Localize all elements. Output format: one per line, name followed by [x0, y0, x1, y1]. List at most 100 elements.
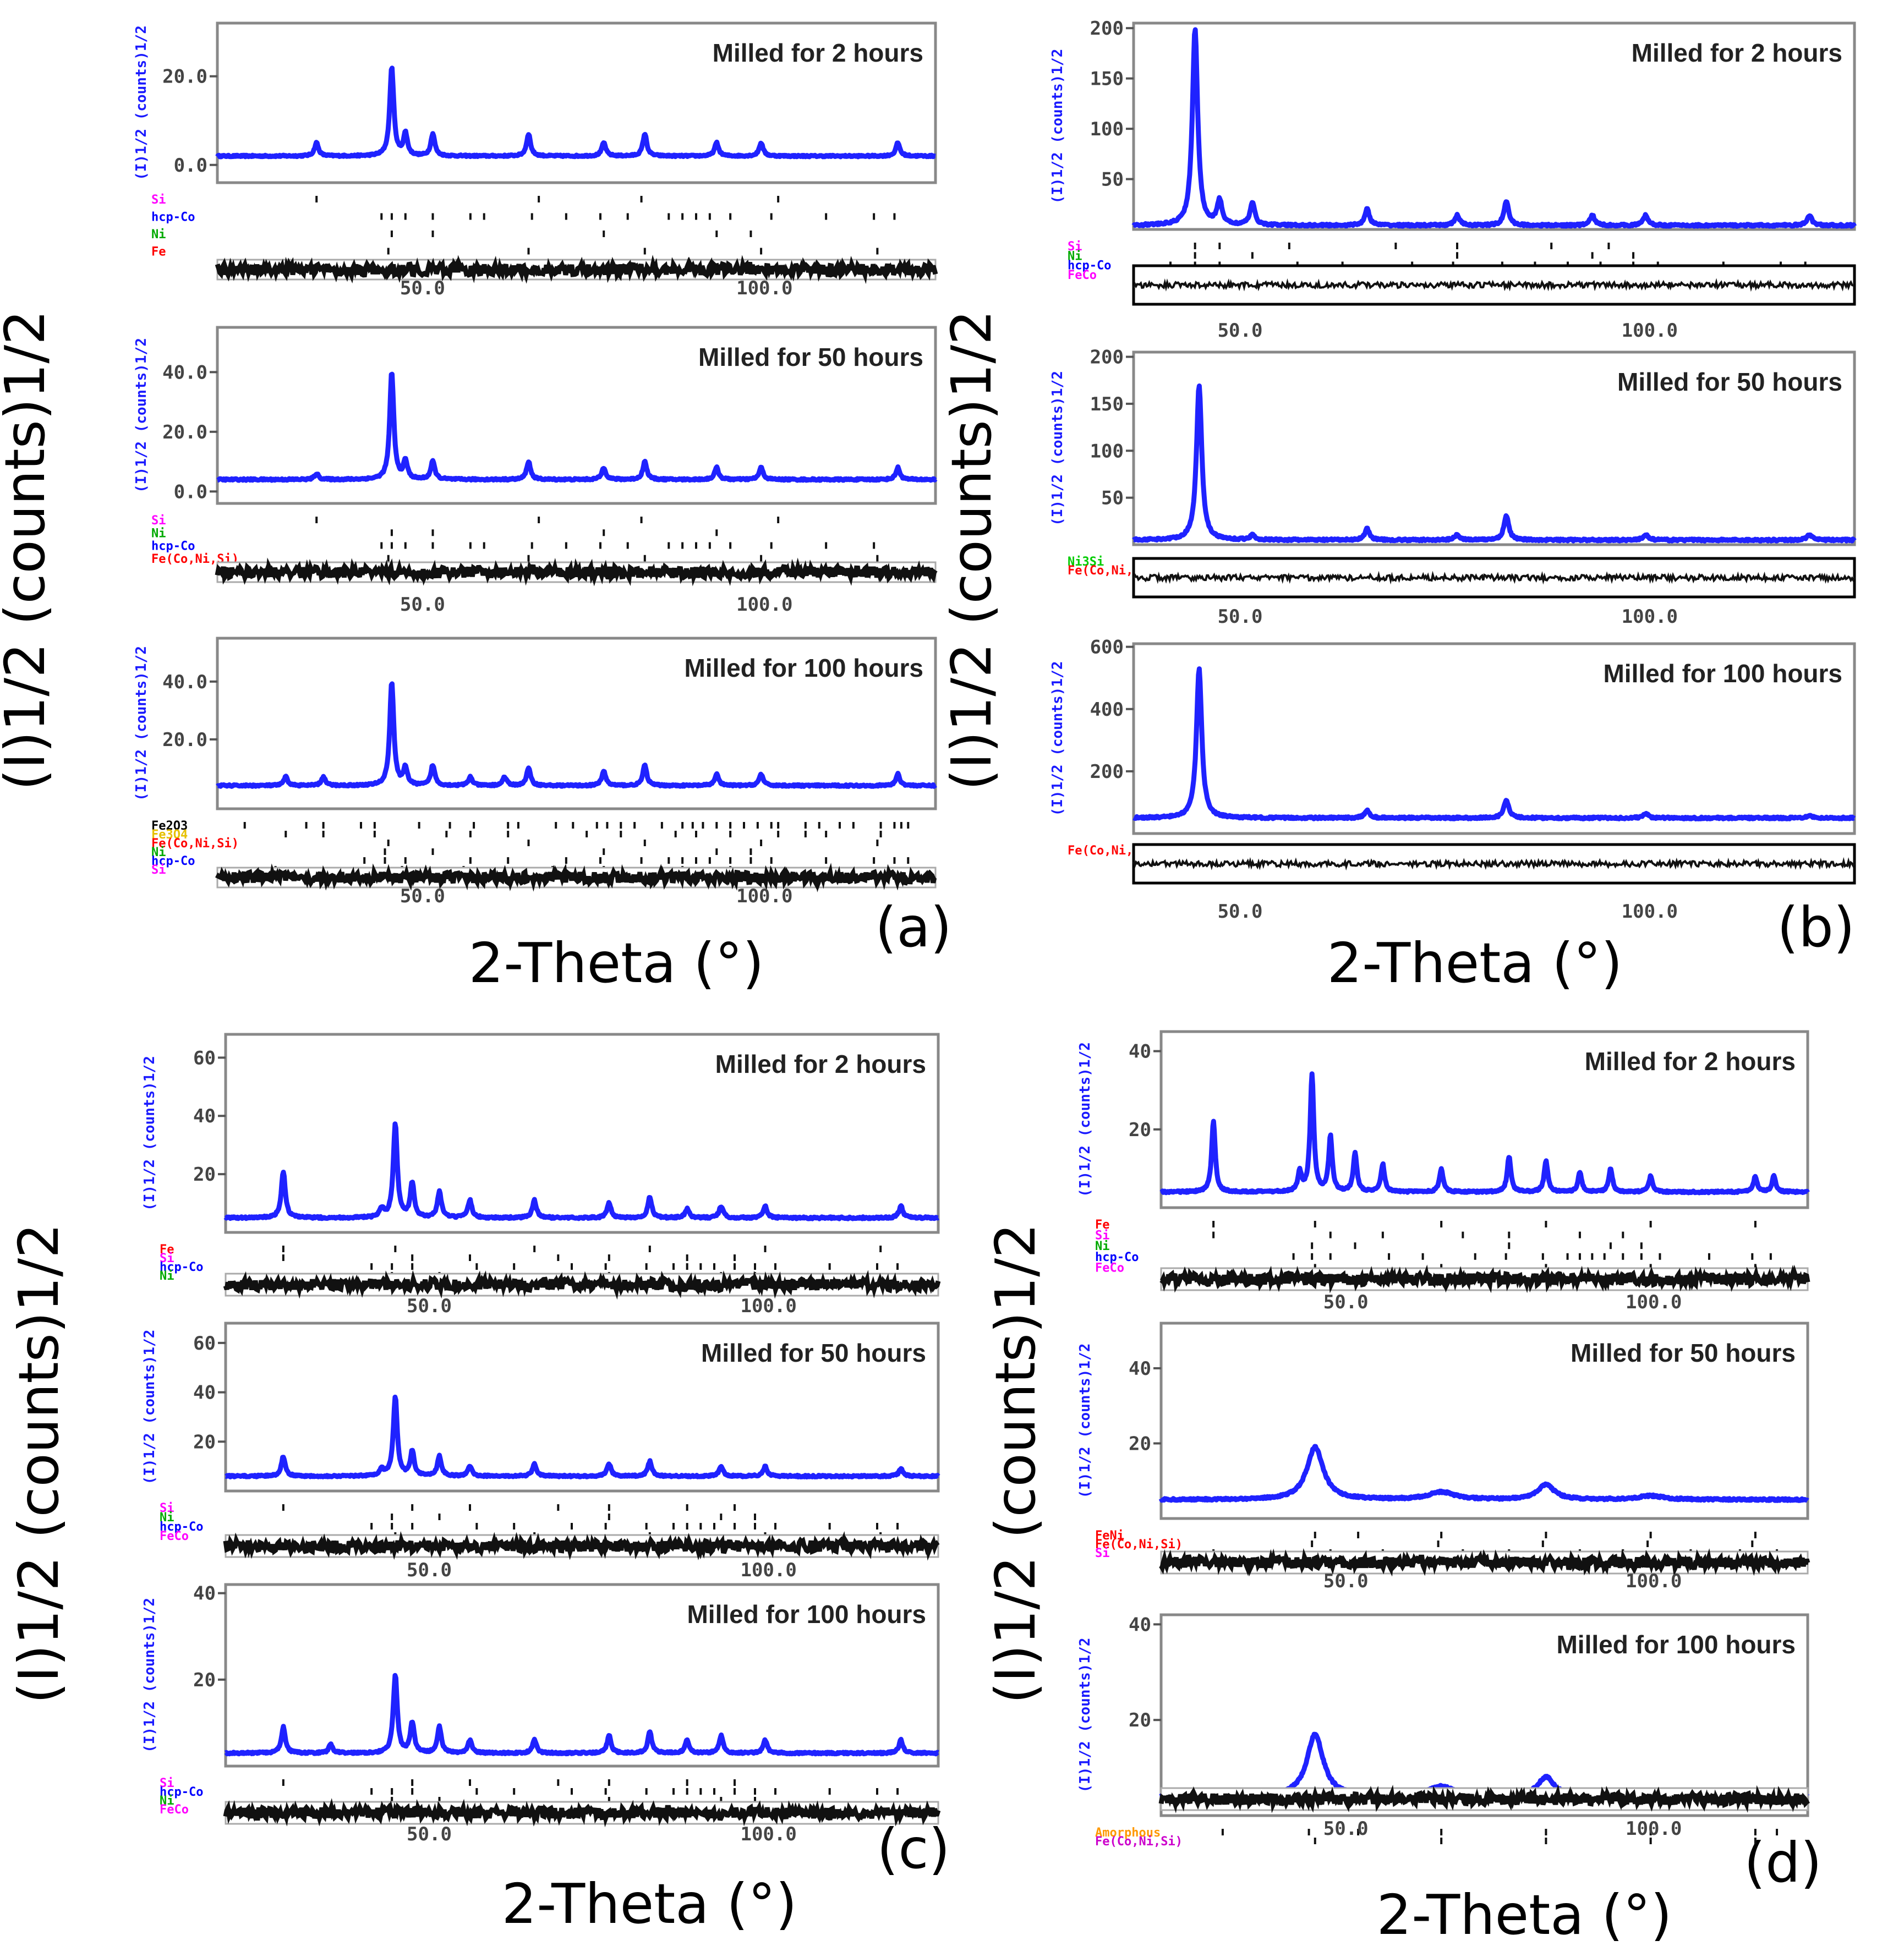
- subplot-ylabel: (I)1/2 (counts)1/2: [1077, 1344, 1093, 1499]
- subplot: Milled for 2 hours 0.0 20.0 (I)1/2 (counts)…: [133, 21, 938, 299]
- x-tick-label: 50.0: [407, 1823, 452, 1845]
- subplot: Milled for 100 hours 20 40 (I)1/2 (counts)1…: [141, 1583, 941, 1845]
- y-tick-label: 20.0: [162, 729, 207, 751]
- panel-ylabel: (I)1/2 (counts)1/2: [939, 310, 1004, 790]
- phase-label: FeCo: [1095, 1261, 1124, 1275]
- subplot-ylabel: (I)1/2 (counts)1/2: [141, 1598, 158, 1753]
- difference-line: [1159, 1264, 1810, 1293]
- series-line: [1132, 666, 1856, 821]
- x-tick-label: 50.0: [400, 277, 445, 299]
- y-tick-label: 100: [1090, 118, 1124, 140]
- series-line: [1159, 1071, 1810, 1196]
- phase-label: Fe(Co,Ni,Si): [1095, 1835, 1183, 1849]
- y-tick-label: 40: [193, 1105, 216, 1127]
- x-tick-label: 50.0: [1218, 901, 1263, 923]
- subplot-title: Milled for 50 hours: [698, 343, 923, 371]
- panel-ylabel: (I)1/2 (counts)1/2: [7, 1223, 71, 1703]
- y-tick-label: 50: [1101, 169, 1124, 191]
- subplot: Milled for 2 hours 20 40 60 (I)1/2 (counts)1…: [141, 1033, 941, 1317]
- phase-label: Si: [151, 863, 166, 877]
- subplot-title: Milled for 2 hours: [1585, 1047, 1796, 1076]
- series-line: [223, 1121, 940, 1221]
- y-tick-label: 20.0: [162, 421, 207, 443]
- phase-label: Fe2O3: [151, 819, 188, 833]
- subplot-ylabel: (I)1/2 (counts)1/2: [1049, 661, 1066, 816]
- x-tick-label: 50.0: [407, 1295, 452, 1317]
- phase-label: hcp-Co: [160, 1520, 203, 1534]
- y-tick-label: 40.0: [162, 671, 207, 693]
- phase-label: FeCo: [160, 1803, 189, 1817]
- phase-label: Ni: [1095, 1240, 1110, 1253]
- y-tick-label: 200: [1090, 761, 1124, 783]
- phase-label: Ni: [151, 527, 166, 540]
- panel-label: (c): [877, 1817, 950, 1881]
- subplot-ylabel: (I)1/2 (counts)1/2: [133, 25, 150, 180]
- series-line: [215, 65, 937, 160]
- plot-frame: [224, 1583, 940, 1768]
- plot-frame: [224, 1033, 940, 1234]
- y-tick-label: 150: [1090, 68, 1124, 90]
- x-tick-label: 100.0: [736, 277, 792, 299]
- x-tick-label: 50.0: [400, 594, 445, 616]
- phase-label: FeNi: [1095, 1529, 1124, 1543]
- y-tick-label: 40: [1129, 1041, 1151, 1063]
- y-tick-label: 20: [193, 1164, 216, 1186]
- phase-label: FeCo: [1068, 268, 1097, 282]
- difference-line: [215, 254, 938, 284]
- plot-frame: [1159, 1030, 1809, 1209]
- y-tick-label: 200: [1090, 347, 1124, 369]
- panel-label: (d): [1744, 1830, 1822, 1895]
- phase-label: hcp-Co: [151, 540, 195, 553]
- y-tick-label: 60: [193, 1047, 216, 1069]
- subplot-title: Milled for 2 hours: [713, 39, 923, 67]
- y-tick-label: 20: [1129, 1119, 1151, 1141]
- phase-label: hcp-Co: [151, 854, 195, 868]
- y-tick-label: 20.0: [162, 66, 207, 88]
- subplot: Milled for 100 hours 20 40 (I)1/2 (counts)1…: [1077, 1613, 1810, 1849]
- difference-line: [223, 1798, 941, 1828]
- phase-label: Fe: [1095, 1218, 1110, 1232]
- y-tick-label: 50: [1101, 487, 1124, 509]
- x-tick-label: 50.0: [1218, 320, 1263, 342]
- subplot-ylabel: (I)1/2 (counts)1/2: [1077, 1042, 1093, 1197]
- phase-label: Ni: [151, 846, 166, 859]
- subplot: Milled for 50 hours 20 40 (I)1/2 (counts)1/…: [1077, 1322, 1810, 1592]
- panel-b: (I)1/2 (counts)1/22-Theta (°)(b)Milled f…: [939, 18, 1857, 995]
- plot-frame: [216, 637, 937, 810]
- subplot: Milled for 50 hours 0.0 20.0 40.0 (I)1/2 (co…: [133, 326, 938, 616]
- phase-label: Si: [160, 1252, 174, 1265]
- x-tick-label: 100.0: [740, 1559, 796, 1581]
- subplot: Milled for 100 hours 200 400 600 (I)1/2 (cou…: [1049, 637, 1856, 923]
- phase-label: hcp-Co: [1068, 259, 1111, 273]
- subplot: Milled for 100 hours 20.0 40.0 (I)1/2 (coun…: [133, 637, 937, 907]
- phase-label: Amorphous: [1095, 1826, 1161, 1840]
- phase-label: Fe: [160, 1243, 174, 1257]
- difference-line: [215, 557, 938, 586]
- panel-a: (I)1/2 (counts)1/22-Theta (°)(a)Milled f…: [0, 21, 952, 995]
- phase-label: hcp-Co: [151, 211, 195, 224]
- x-tick-label: 100.0: [736, 885, 792, 907]
- y-tick-label: 40: [1129, 1614, 1151, 1636]
- series-line: [215, 681, 937, 789]
- panel-label: (a): [875, 895, 951, 960]
- x-tick-label: 50.0: [1323, 1570, 1369, 1592]
- phase-label: Si: [160, 1777, 174, 1790]
- difference-line: [223, 1270, 941, 1300]
- phase-label: Ni: [160, 1269, 174, 1283]
- phase-label: Ni: [1068, 249, 1082, 263]
- x-tick-label: 100.0: [736, 594, 792, 616]
- x-tick-label: 50.0: [1323, 1818, 1369, 1840]
- subplot-ylabel: (I)1/2 (counts)1/2: [141, 1056, 158, 1211]
- x-tick-label: 100.0: [1626, 1291, 1682, 1313]
- panel-label: (b): [1777, 895, 1855, 960]
- subplot: Milled for 2 hours 50 100 150 200 (I)1/2 (cou…: [1049, 18, 1857, 342]
- x-tick-label: 100.0: [740, 1823, 796, 1845]
- x-tick-label: 50.0: [407, 1559, 452, 1581]
- y-tick-label: 400: [1090, 699, 1124, 721]
- difference-line: [1132, 571, 1856, 585]
- subplot-title: Milled for 50 hours: [701, 1339, 926, 1367]
- phase-label: hcp-Co: [1095, 1251, 1139, 1264]
- subplot-title: Milled for 50 hours: [1617, 368, 1842, 396]
